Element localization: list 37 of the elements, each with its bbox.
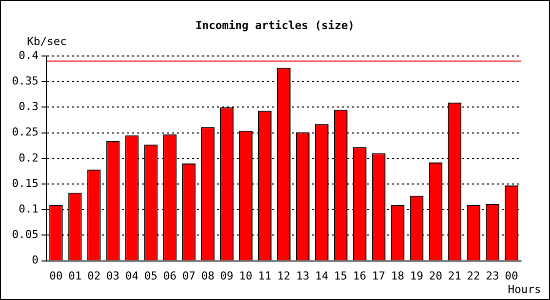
chart-title: Incoming articles (size) bbox=[194, 19, 356, 32]
x-tick-label: 01 bbox=[68, 269, 82, 282]
x-tick-label: 12 bbox=[277, 269, 290, 282]
x-tick-label: 07 bbox=[182, 269, 196, 282]
x-tick-label: 23 bbox=[486, 269, 500, 282]
x-tick-label: 04 bbox=[125, 269, 139, 282]
y-tick-label: 0.1 bbox=[18, 202, 38, 216]
x-tick-label: 17 bbox=[372, 269, 386, 282]
x-tick-label: 08 bbox=[201, 269, 214, 282]
x-tick-label: 06 bbox=[163, 269, 176, 282]
x-tick-label: 00 bbox=[49, 269, 63, 282]
x-tick-label: 11 bbox=[258, 269, 272, 282]
x-tick-label: 16 bbox=[353, 269, 366, 282]
y-tick-label: 0.05 bbox=[12, 228, 38, 242]
y-tick-label: 0.25 bbox=[12, 126, 38, 139]
y-tick-label: 0.15 bbox=[12, 176, 38, 190]
y-tick-label: 0.2 bbox=[18, 151, 38, 164]
x-tick-label: 15 bbox=[334, 269, 348, 282]
x-tick-label: 00 bbox=[504, 269, 518, 282]
x-tick-label: 21 bbox=[448, 269, 462, 282]
x-axis-title: Hours bbox=[508, 283, 541, 296]
y-tick-label: 0.35 bbox=[12, 74, 38, 88]
x-tick-label: 19 bbox=[410, 269, 424, 282]
x-tick-label: 05 bbox=[144, 269, 158, 282]
x-tick-label: 20 bbox=[428, 269, 442, 282]
x-tick-label: 02 bbox=[87, 269, 101, 282]
x-tick-label: 18 bbox=[391, 269, 404, 282]
x-tick-label: 03 bbox=[106, 269, 120, 282]
x-tick-label: 09 bbox=[220, 269, 234, 282]
x-tick-label: 14 bbox=[315, 269, 329, 282]
x-tick-label: 10 bbox=[239, 269, 252, 282]
y-tick-label: 0 bbox=[32, 254, 38, 267]
y-tick-label: 0.3 bbox=[18, 100, 38, 114]
y-axis-title: Kb/sec bbox=[27, 35, 67, 48]
y-tick-label: 0.4 bbox=[18, 48, 39, 62]
x-tick-label: 13 bbox=[296, 269, 310, 282]
x-tick-label: 22 bbox=[466, 269, 480, 282]
